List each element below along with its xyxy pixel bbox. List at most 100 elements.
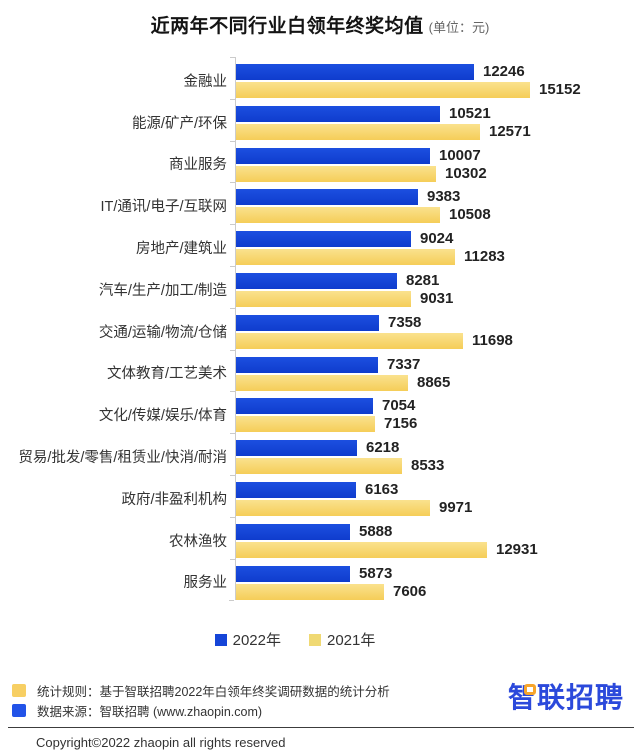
bar-line: 10508 [236,206,640,224]
zhaopin-logo-accent-icon [523,684,536,695]
footnote-data-source: 数据来源：智联招聘 (www.zhaopin.com) [12,703,390,719]
category-label: 贸易/批发/零售/租赁业/快消/耐消 [18,450,227,467]
bar-group: 8281 9031 [230,265,640,308]
value-label-2021年: 10508 [449,206,491,224]
chart-row: 贸易/批发/零售/租赁业/快消/耐消 6218 8533 [0,433,640,475]
bar-line: 9031 [236,289,640,307]
bar-line: 10302 [236,164,640,182]
value-label-2021年: 7156 [384,415,418,433]
category-label: 汽车/生产/加工/制造 [98,282,227,299]
bar-line: 8865 [236,374,640,391]
category-label: 金融业 [183,73,228,90]
value-label-2021年: 9031 [420,289,454,307]
axis-bottom-tick [229,600,234,602]
footnote-text: 数据来源：智联招聘 (www.zhaopin.com) [37,704,263,719]
bar-group: 5873 7606 [230,558,640,601]
legend-swatch-icon [214,633,227,646]
bar-group: 6218 8533 [230,433,640,475]
category-label: 服务业 [183,575,228,592]
value-label-2022年: 6163 [365,480,399,498]
category-label: 政府/非盈利机构 [121,491,227,508]
bar-2022年 [236,272,397,289]
bar-group: 9383 10508 [230,182,640,225]
blue-square-icon [12,703,26,717]
bar-2022年 [236,565,350,582]
bar-line: 8281 [236,271,640,289]
copyright-text: Copyright©2022 zhaopin all rights reserv… [36,735,286,750]
bar-2022年 [236,231,411,248]
bar-line: 10007 [236,146,640,164]
category-label: IT/通讯/电子/互联网 [100,199,227,216]
category-label: 农林渔牧 [169,533,227,550]
bar-line: 9971 [236,499,640,516]
bar-group: 10521 12571 [230,98,640,141]
value-label-2022年: 10521 [449,104,491,122]
bar-2022年 [236,481,356,498]
footnotes: 统计规则：基于智联招聘2022年白领年终奖调研数据的统计分析 数据来源：智联招聘… [12,683,390,723]
value-label-2022年: 7337 [387,355,421,373]
legend: 2022年 2021年 [0,629,615,650]
bar-2021年 [236,458,402,475]
bar-2022年 [236,356,378,373]
bar-2022年 [236,523,350,540]
value-label-2021年: 11698 [472,331,513,349]
bar-2021年 [236,207,440,224]
bar-2022年 [236,189,418,206]
bar-2021年 [236,332,463,349]
bar-line: 12571 [236,123,640,140]
category-label: 交通/运输/物流/仓储 [98,324,227,341]
bar-chart: 金融业 12246 15152 能源/矿产/环保 10521 12571 商业服务 10007… [0,57,640,602]
value-label-2021年: 10302 [445,164,487,182]
chart-title-text: 近两年不同行业白领年终奖均值 [150,16,424,37]
bar-line: 7156 [236,415,640,433]
chart-row: 交通/运输/物流/仓储 7358 11698 [0,307,640,350]
value-label-2022年: 10007 [439,146,481,164]
bar-2021年 [236,374,408,391]
bar-2021年 [236,499,430,516]
value-label-2022年: 12246 [483,63,525,80]
bar-group: 10007 10302 [230,140,640,183]
bar-line: 9024 [236,231,640,248]
bar-2021年 [236,416,375,433]
bar-line: 11698 [236,331,640,349]
bar-2021年 [236,165,436,182]
chart-row: 房地产/建筑业 9024 11283 [0,224,640,266]
bar-line: 6163 [236,480,640,498]
category-label: 文体教育/工艺美术 [106,366,227,383]
category-label: 文化/传媒/娱乐/体育 [98,408,227,425]
bar-2021年 [236,123,480,140]
value-label-2022年: 8281 [406,271,440,289]
bar-line: 15152 [236,82,640,98]
legend-item-2022年: 2022年 [214,629,281,650]
chart-row: 文化/传媒/娱乐/体育 7054 7156 [0,391,640,434]
bar-2022年 [236,64,474,80]
bar-line: 6218 [236,440,640,457]
legend-swatch-icon [309,633,321,646]
bar-line: 11283 [236,249,640,266]
chart-title: 近两年不同行业白领年终奖均值 (单位：元) [0,11,640,38]
zhaopin-logo: 智联招聘 [508,681,624,715]
value-label-2021年: 8533 [411,457,445,475]
value-label-2022年: 7054 [382,397,416,415]
chart-row: 能源/矿产/环保 10521 12571 [0,98,640,141]
bar-group: 7358 11698 [230,307,640,350]
value-label-2022年: 5888 [359,522,393,540]
value-label-2022年: 5873 [359,564,393,582]
bar-group: 5888 12931 [230,516,640,559]
bar-2021年 [236,583,384,600]
legend-item-2021年: 2021年 [309,629,375,650]
value-label-2021年: 12931 [496,540,538,558]
bar-2022年 [236,440,357,457]
bar-line: 7337 [236,355,640,373]
bar-2022年 [236,398,373,415]
bar-line: 7606 [236,583,640,600]
category-label: 能源/矿产/环保 [131,115,227,132]
category-label: 商业服务 [169,157,227,174]
bar-line: 9383 [236,189,640,206]
bar-line: 7358 [236,314,640,331]
chart-row: IT/通讯/电子/互联网 9383 10508 [0,182,640,225]
chart-row: 文体教育/工艺美术 7337 8865 [0,349,640,392]
value-label-2021年: 15152 [539,81,581,98]
bar-group: 12246 15152 [230,57,640,99]
